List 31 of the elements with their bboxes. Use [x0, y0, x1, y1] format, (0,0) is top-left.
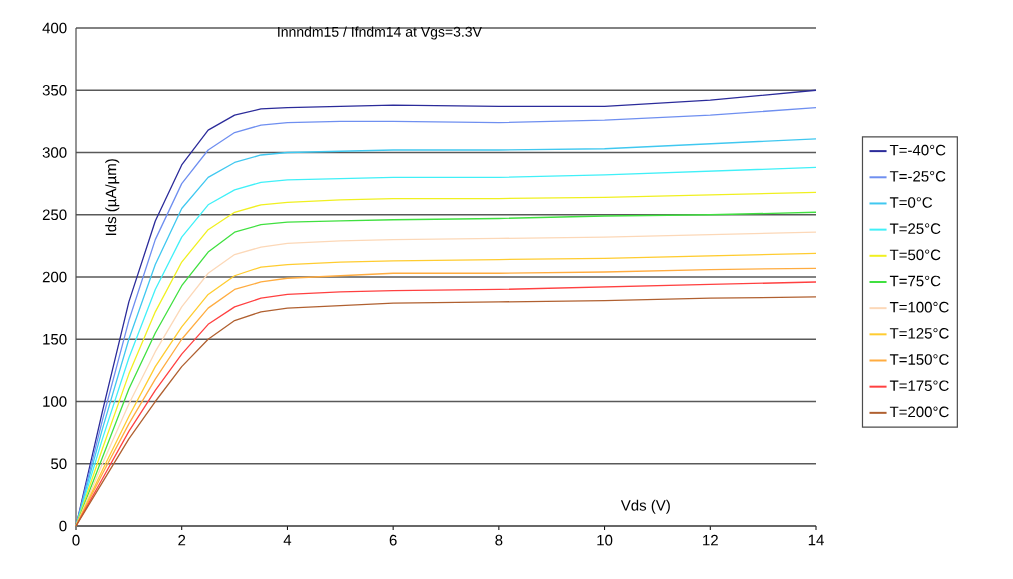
x-axis-title: Vds (V): [620, 499, 670, 514]
legend-label: T=50°C: [889, 249, 941, 261]
y-axis-title: Ids (µA/µm): [105, 159, 120, 235]
y-tick-label: 250: [42, 209, 67, 221]
legend-label: T=175°C: [889, 380, 949, 391]
legend-label: T=200°C: [889, 406, 949, 418]
y-tick-label: 50: [51, 458, 67, 470]
legend-label: T=100°C: [889, 301, 949, 313]
x-tick-label: 6: [389, 534, 397, 546]
y-tick-label: 400: [42, 22, 67, 34]
legend-label: T=75°C: [889, 275, 941, 287]
x-tick-label: 4: [283, 534, 292, 546]
chart-title: Innndm15 / Ifndm14 at Vgs=3.3V: [278, 26, 482, 40]
legend-label: T=25°C: [889, 223, 941, 234]
x-tick-label: 12: [703, 534, 718, 546]
y-tick-label: 350: [42, 84, 67, 96]
x-tick-label: 0: [72, 534, 80, 546]
legend-label: T=150°C: [889, 354, 949, 365]
y-tick-label: 100: [43, 396, 67, 407]
legend-label: T=-25°C: [889, 170, 946, 182]
y-tick-label: 200: [42, 271, 67, 283]
x-tick-label: 2: [178, 534, 186, 546]
y-tick-label: 300: [42, 147, 67, 158]
legend-label: T=0°C: [889, 197, 933, 208]
x-tick-label: 14: [808, 534, 824, 546]
legend-label: T=-40°C: [889, 144, 946, 156]
y-tick-label: 150: [43, 333, 67, 345]
x-tick-label: 10: [597, 534, 613, 546]
legend-label: T=125°C: [889, 328, 949, 339]
x-tick-label: 8: [495, 534, 503, 546]
y-tick-label: 0: [59, 520, 67, 532]
